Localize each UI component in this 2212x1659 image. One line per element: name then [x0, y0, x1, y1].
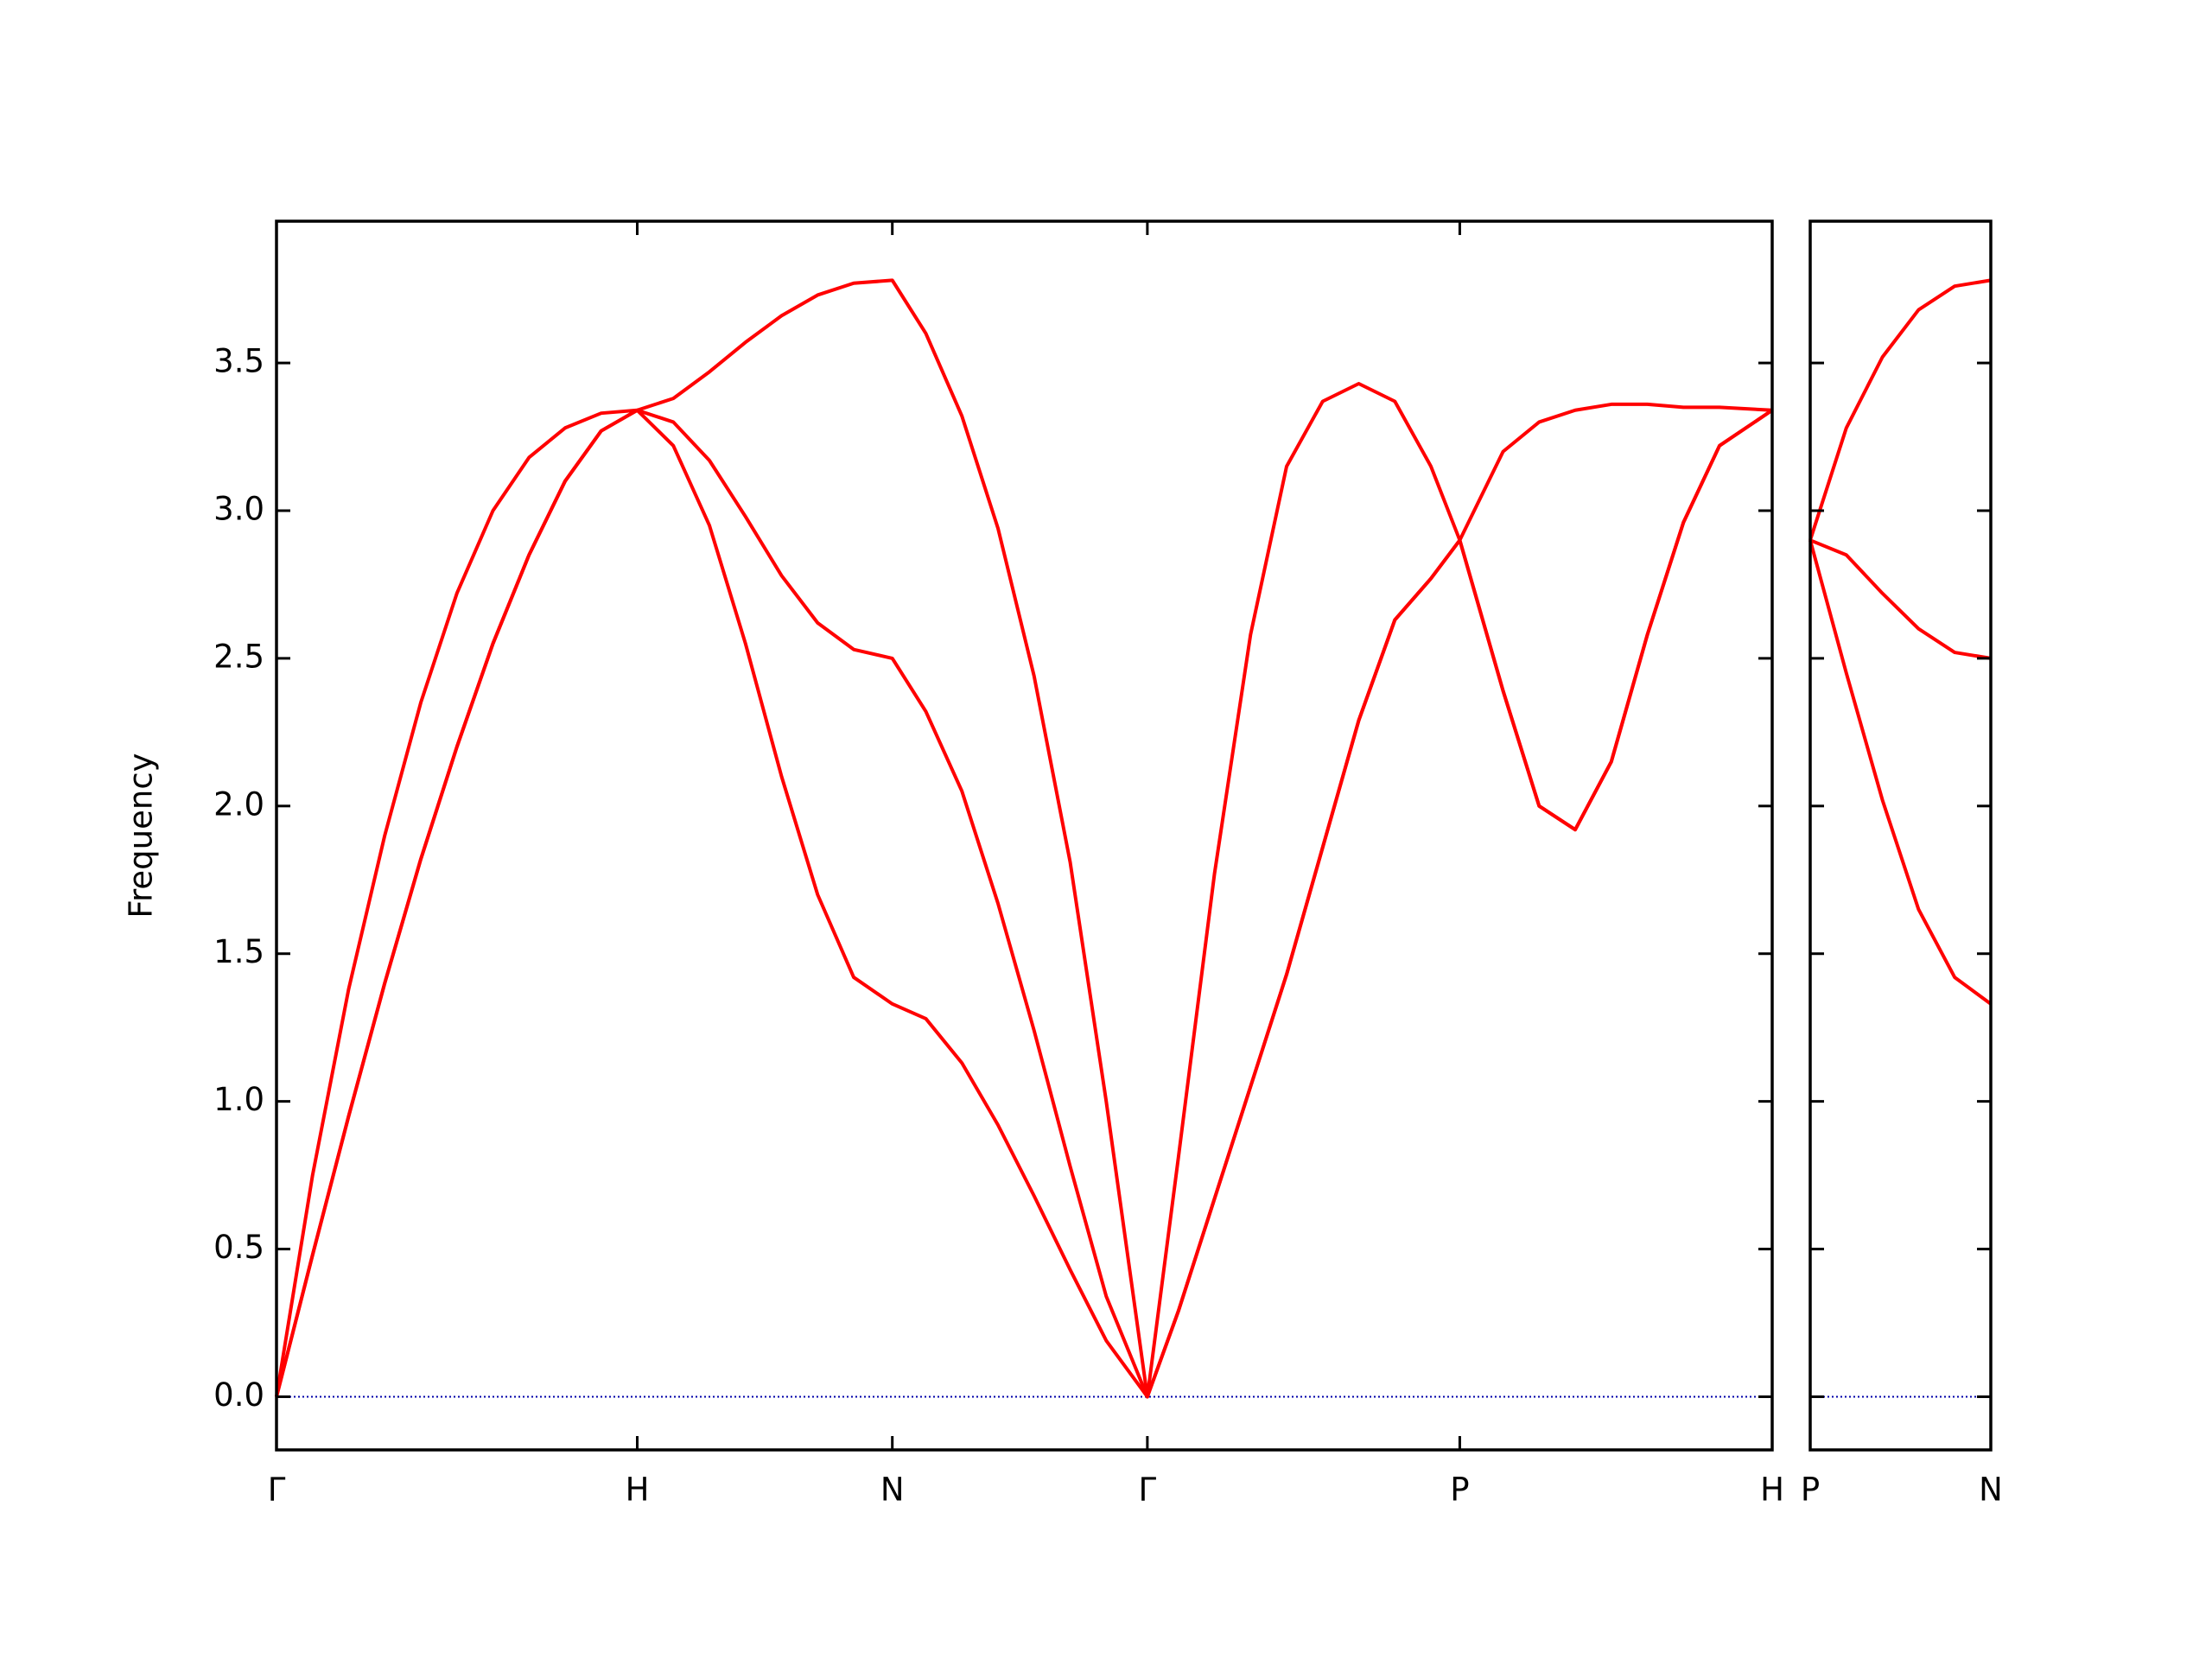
x-tick-label: Γ — [268, 1471, 286, 1509]
x-tick-label: H — [1760, 1471, 1784, 1509]
x-tick-label: P — [1450, 1471, 1469, 1509]
band-line — [1808, 278, 1992, 541]
x-tick-label: N — [880, 1471, 905, 1509]
band-line — [1808, 539, 1993, 1006]
x-tick-label: P — [1801, 1471, 1820, 1509]
x-tick-label: H — [626, 1471, 650, 1509]
band-line — [275, 278, 1774, 1399]
band-line — [275, 402, 1773, 1399]
y-tick-label: 3.5 — [213, 343, 264, 380]
y-tick-label: 1.5 — [213, 933, 264, 970]
y-tick-label: 2.5 — [213, 638, 264, 675]
plot-frame — [275, 219, 1774, 1452]
plot-frame — [1808, 219, 1993, 1452]
band-line — [275, 408, 1774, 1399]
x-tick-label: Γ — [1139, 1471, 1157, 1509]
y-tick-label: 0.0 — [213, 1376, 264, 1414]
y-tick-label: 3.0 — [213, 490, 264, 527]
y-tick-label: 1.0 — [213, 1081, 264, 1118]
x-tick-label: N — [1979, 1471, 2003, 1509]
band-line — [1809, 538, 1992, 660]
y-tick-label: 2.0 — [213, 785, 264, 823]
y-tick-label: 0.5 — [213, 1229, 264, 1266]
y-axis-label: Frequency — [123, 753, 160, 918]
